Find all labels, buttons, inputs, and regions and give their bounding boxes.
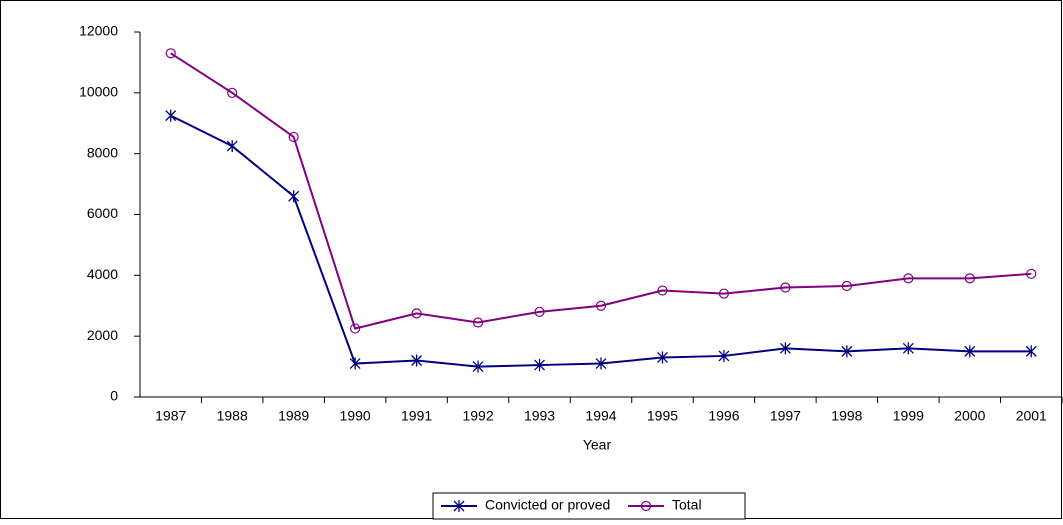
x-tick-label: 1999 [893,408,924,424]
point [903,273,914,284]
x-tick-label: 1993 [524,408,555,424]
point [964,273,975,284]
x-tick-label: 1987 [155,408,186,424]
point [640,500,652,512]
x-tick-label: 2001 [1016,408,1047,424]
x-tick-label: 1994 [585,408,616,424]
x-tick-label: 1995 [647,408,678,424]
point [226,140,238,153]
legend-label: Convicted or proved [485,497,610,513]
x-tick-label: 1996 [708,408,739,424]
y-tick-label: 10000 [79,84,118,100]
x-tick-label: 1990 [340,408,371,424]
point [718,288,730,299]
point [288,190,300,203]
point [288,131,299,143]
point [534,306,545,317]
point [411,308,422,319]
x-tick-label: 1989 [278,408,309,424]
x-axis-label: Year [583,437,612,453]
legend-box [432,492,746,520]
x-tick-label: 1992 [462,408,493,424]
point [595,357,607,370]
point [227,87,238,98]
x-tick-label: 1991 [401,408,432,424]
point [472,317,484,328]
y-tick-label: 2000 [87,327,118,343]
point [841,345,853,358]
x-tick-label: 1997 [770,408,801,424]
point [718,349,730,362]
point [841,280,852,292]
point [349,357,361,370]
point [657,285,668,296]
point [902,342,914,355]
point [165,109,177,122]
point [595,300,607,311]
x-tick-label: 1988 [217,408,248,424]
point [350,323,361,334]
series-line [170,52,1032,330]
point [453,500,465,512]
x-tick-label: 1998 [831,408,862,424]
point [165,48,176,59]
point [534,359,545,372]
point [472,360,484,373]
point [964,345,976,358]
y-tick-label: 8000 [87,144,118,160]
y-tick-label: 4000 [87,266,118,282]
point [780,282,791,293]
legend-label: Total [672,497,702,513]
point [779,342,791,355]
y-tick-label: 0 [110,388,118,404]
point [411,354,423,367]
point [1026,268,1037,279]
point [657,351,668,364]
x-tick-label: 2000 [954,408,985,424]
point [1025,345,1037,358]
y-tick-label: 12000 [79,23,118,39]
y-tick-label: 6000 [87,205,118,221]
